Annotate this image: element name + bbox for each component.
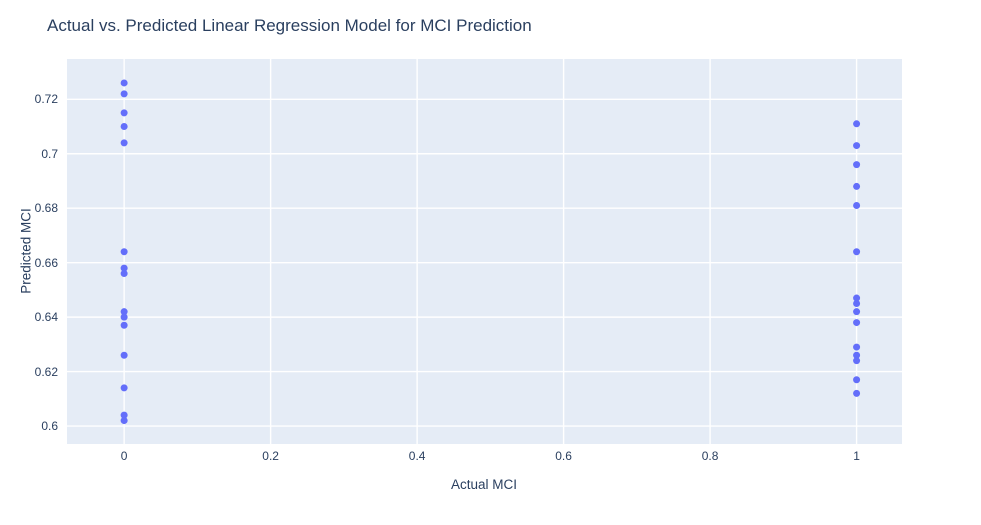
data-point[interactable] xyxy=(853,319,861,327)
data-point[interactable] xyxy=(120,308,128,316)
x-tick-label: 1 xyxy=(853,449,860,463)
plot-background xyxy=(67,59,902,444)
data-point[interactable] xyxy=(853,357,861,365)
x-tick-label: 0.2 xyxy=(262,449,279,463)
y-tick-label: 0.6 xyxy=(41,419,58,434)
data-point[interactable] xyxy=(120,139,128,147)
data-point[interactable] xyxy=(120,90,128,98)
data-point[interactable] xyxy=(120,248,128,256)
plot-area[interactable] xyxy=(67,59,902,444)
data-point[interactable] xyxy=(120,109,128,117)
data-point[interactable] xyxy=(853,308,861,316)
x-tick-label: 0.8 xyxy=(701,449,719,463)
data-point[interactable] xyxy=(120,417,128,425)
data-point[interactable] xyxy=(853,294,861,302)
y-tick-label: 0.72 xyxy=(34,92,58,107)
data-point[interactable] xyxy=(853,351,861,359)
y-tick-label: 0.66 xyxy=(34,255,58,270)
data-point[interactable] xyxy=(853,182,861,190)
data-point[interactable] xyxy=(853,389,861,397)
data-point[interactable] xyxy=(120,351,128,359)
data-point[interactable] xyxy=(120,321,128,329)
data-point[interactable] xyxy=(853,120,861,128)
scatter-canvas xyxy=(67,59,902,444)
chart-title: Actual vs. Predicted Linear Regression M… xyxy=(47,16,532,35)
x-tick-label: 0.4 xyxy=(408,449,426,463)
y-axis-title: Predicted MCI xyxy=(18,208,34,294)
data-point[interactable] xyxy=(120,264,128,272)
y-tick-label: 0.64 xyxy=(34,310,58,325)
data-point[interactable] xyxy=(853,376,861,384)
x-tick-label: 0 xyxy=(120,449,128,463)
data-point[interactable] xyxy=(120,313,128,321)
data-point[interactable] xyxy=(120,79,128,87)
data-point[interactable] xyxy=(853,142,861,150)
data-point[interactable] xyxy=(853,343,861,351)
data-point[interactable] xyxy=(853,201,861,209)
data-point[interactable] xyxy=(120,384,128,392)
y-tick-label: 0.7 xyxy=(41,146,58,161)
data-point[interactable] xyxy=(853,300,861,308)
y-tick-label: 0.62 xyxy=(34,364,58,379)
x-tick-label: 0.6 xyxy=(555,449,572,463)
data-point[interactable] xyxy=(120,270,128,278)
data-point[interactable] xyxy=(120,123,128,131)
x-axis-title: Actual MCI xyxy=(450,477,518,492)
data-point[interactable] xyxy=(120,411,128,419)
data-point[interactable] xyxy=(853,161,861,169)
data-point[interactable] xyxy=(853,248,861,256)
y-tick-label: 0.68 xyxy=(34,201,58,216)
